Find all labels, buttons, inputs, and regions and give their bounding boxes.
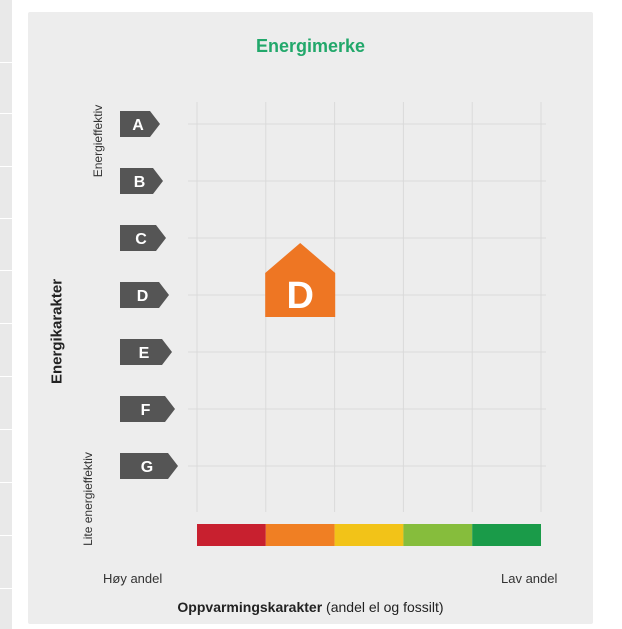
grade-label-f: F [141, 402, 151, 419]
result-marker-label: D [286, 275, 313, 317]
grade-arrow-d [120, 282, 169, 308]
heating-scale-segment [403, 524, 473, 546]
grade-arrow-a [120, 111, 160, 137]
x-axis-title: Oppvarmingskarakter (andel el og fossilt… [28, 599, 593, 615]
grade-label-d: D [137, 288, 149, 305]
result-marker-house [265, 243, 336, 317]
energy-label-card: Energimerke Energikarakter Energieffekti… [28, 12, 593, 624]
left-edge-strip [0, 0, 12, 629]
heating-scale-segment [334, 524, 404, 546]
x-right-label: Lav andel [501, 571, 558, 586]
grade-label-c: C [135, 231, 147, 248]
grade-arrow-f [120, 396, 175, 422]
grade-label-a: A [132, 117, 144, 134]
grade-arrow-c [120, 225, 166, 251]
chart-plot: A B C D E F G D [120, 102, 546, 546]
heating-scale-segment [197, 524, 266, 546]
x-axis-title-bold: Oppvarmingskarakter [177, 599, 323, 615]
heating-scale-segment [265, 524, 335, 546]
grade-label-g: G [141, 459, 153, 476]
grade-arrow-e [120, 339, 172, 365]
grade-label-b: B [134, 174, 146, 191]
x-left-label: Høy andel [103, 571, 163, 586]
x-axis-title-rest: (andel el og fossilt) [322, 599, 444, 615]
chart-title: Energimerke [255, 36, 366, 56]
heating-scale-segment [472, 524, 541, 546]
grade-arrow-g [120, 453, 178, 479]
grade-label-e: E [139, 345, 150, 362]
grade-arrow-b [120, 168, 163, 194]
